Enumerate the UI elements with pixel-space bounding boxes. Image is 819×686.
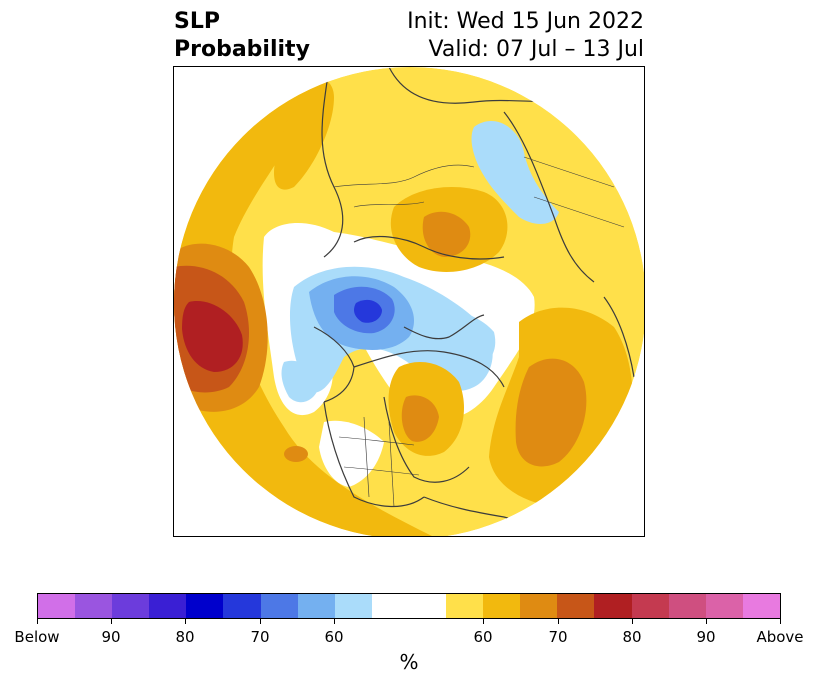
tick-mark [260,619,261,624]
colorbar-segment [705,594,743,618]
tick-mark [37,619,38,624]
colorbar [37,593,781,619]
tick-mark [780,619,781,624]
title-variable: SLP [174,9,220,34]
tick-label: 60 [473,628,493,646]
colorbar-segment [371,594,409,618]
colorbar-segment [260,594,298,618]
tick-mark [185,619,186,624]
colorbar-segment [38,594,76,618]
colorbar-segment [446,594,484,618]
colorbar-segment [594,594,632,618]
tick-mark [632,619,633,624]
colorbar-segment [631,594,669,618]
tick-mark [334,619,335,624]
above-65-spot [284,446,308,462]
map-title: SLP Probability [174,8,310,64]
tick-label: 70 [548,628,568,646]
colorbar-unit: % [399,650,419,674]
colorbar-segment [557,594,595,618]
tick-mark [558,619,559,624]
init-date: Init: Wed 15 Jun 2022 [407,9,644,34]
below-75-arctic [354,299,382,323]
above-65-siberia [422,211,471,257]
above-60-north [274,77,334,190]
tick-label: 80 [175,628,195,646]
tick-label: 90 [101,628,121,646]
valid-range: Valid: 07 Jul – 13 Jul [428,37,644,62]
tick-label: Below [14,628,60,646]
tick-label: Above [756,628,804,646]
neutral-us [319,420,384,487]
colorbar-segment [334,594,372,618]
tick-mark [111,619,112,624]
borders [333,156,625,508]
colorbar-segment [408,594,447,618]
tick-label: 60 [324,628,344,646]
colorbar-segment [483,594,521,618]
probability-map-svg [174,67,644,536]
colorbar-segment [668,594,706,618]
above-60-west [174,89,434,536]
colorbar-segment [742,594,780,618]
map-dates: Init: Wed 15 Jun 2022 Valid: 07 Jul – 13… [407,8,644,64]
title-type: Probability [174,37,310,62]
colorbar-segment [149,594,187,618]
colorbar-segment [520,594,558,618]
tick-mark [706,619,707,624]
colorbar-segment [223,594,261,618]
polar-map [173,66,645,537]
colorbar-segment [186,594,224,618]
tick-mark [483,619,484,624]
tick-label: 70 [250,628,270,646]
above-65-atlantic [515,358,587,467]
above-65-canada [401,395,439,442]
colorbar-segment [297,594,335,618]
coastlines [313,67,635,536]
colorbar-segment [112,594,150,618]
tick-label: 90 [696,628,716,646]
tick-label: 80 [622,628,642,646]
colorbar-segment [75,594,113,618]
above-75-pacific [182,301,243,372]
below-55-alaska [281,360,319,403]
